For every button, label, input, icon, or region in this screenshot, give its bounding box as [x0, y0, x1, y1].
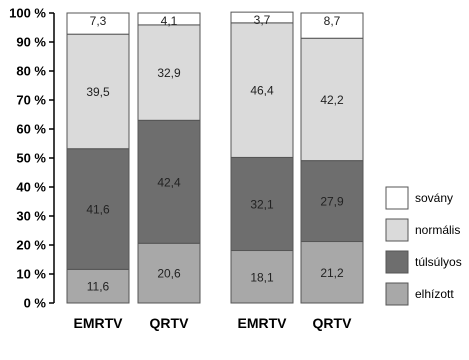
- bar-segment: [137, 119, 201, 244]
- y-axis: 0 % 10 % 20 % 30 % 40 % 50 % 60 % 70 % 80 % 90 % 1…: [9, 6, 55, 311]
- bar-segment: [230, 11, 294, 24]
- legend-label: sovány: [415, 191, 453, 205]
- y-tick-label: 90 %: [16, 35, 46, 50]
- data-label: 42,2: [320, 93, 344, 107]
- x-category-label: QRTV: [150, 315, 190, 331]
- legend-label: túlsúlyos: [415, 255, 462, 269]
- data-labels: 11,6 41,6 39,5 7,3 20,6 42,4 32,9 4,1 18,1 32,1 46…: [86, 13, 344, 294]
- bar-segment: [300, 37, 364, 162]
- x-category-label: QRTV: [313, 315, 353, 331]
- data-label: 18,1: [250, 270, 274, 284]
- bar-segment: [137, 12, 201, 26]
- data-label: 7,3: [90, 14, 107, 28]
- data-label: 32,9: [157, 66, 181, 80]
- bar-segment: [300, 160, 364, 243]
- y-tick-label: 50 %: [16, 151, 46, 166]
- y-tick-label: 20 %: [16, 238, 46, 253]
- x-axis-labels: EMRTV QRTV EMRTV QRTV: [74, 315, 353, 331]
- bar-segment: [300, 12, 364, 39]
- data-label: 41,6: [86, 203, 110, 217]
- bar-segment: [66, 12, 130, 35]
- y-tick-label: 10 %: [16, 267, 46, 282]
- bar-segment: [230, 22, 294, 158]
- data-label: 3,7: [254, 13, 271, 27]
- legend: sovány normális túlsúlyos elhízott: [385, 186, 462, 306]
- data-label: 8,7: [324, 14, 341, 28]
- legend-swatch: [385, 218, 409, 242]
- data-label: 20,6: [157, 267, 181, 281]
- legend-swatch: [385, 186, 409, 210]
- legend-label: normális: [415, 223, 460, 237]
- bars: [66, 11, 364, 304]
- data-label: 11,6: [87, 280, 110, 294]
- data-label: 46,4: [250, 84, 274, 98]
- y-tick-label: 60 %: [16, 122, 46, 137]
- data-label: 39,5: [86, 85, 110, 99]
- bar-segment: [230, 156, 294, 252]
- y-tick-label: 40 %: [16, 180, 46, 195]
- legend-label: elhízott: [415, 287, 454, 301]
- data-label: 21,2: [320, 266, 344, 280]
- x-category-label: EMRTV: [74, 315, 124, 331]
- bar-segment: [300, 241, 364, 304]
- y-tick-label: 0 %: [24, 296, 47, 311]
- x-category-label: EMRTV: [238, 315, 288, 331]
- legend-swatch: [385, 282, 409, 306]
- bar-segment: [66, 268, 130, 304]
- y-tick-label: 70 %: [16, 93, 46, 108]
- data-label: 27,9: [320, 195, 344, 209]
- bar-segment: [137, 242, 201, 304]
- y-tick-label: 30 %: [16, 209, 46, 224]
- data-label: 4,1: [161, 14, 178, 28]
- legend-swatch: [385, 250, 409, 274]
- data-label: 32,1: [250, 197, 274, 211]
- data-label: 42,4: [157, 175, 181, 189]
- bar-segment: [137, 24, 201, 121]
- y-tick-label: 80 %: [16, 64, 46, 79]
- y-tick-label: 100 %: [9, 6, 46, 21]
- bar-segment: [230, 250, 294, 304]
